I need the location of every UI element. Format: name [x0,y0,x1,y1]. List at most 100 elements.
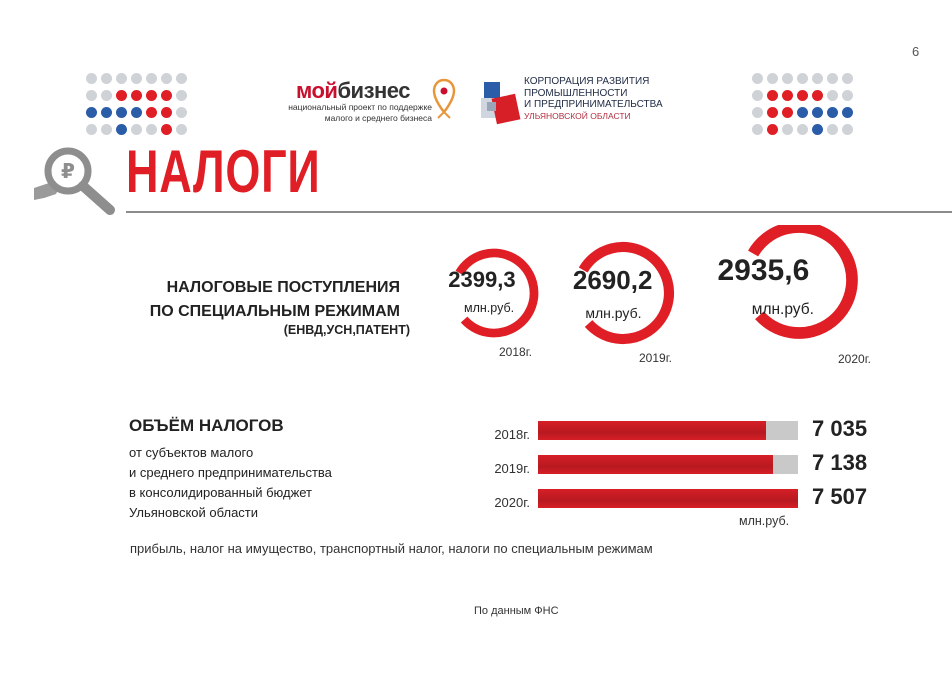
decor-dot [782,90,793,101]
tax-types-note: прибыль, налог на имущество, транспортны… [130,541,653,556]
decor-dot [797,107,808,118]
decor-dot [842,107,853,118]
decor-dot [161,73,172,84]
decor-dot [101,90,112,101]
decor-dot [161,124,172,135]
bar-track [538,489,798,508]
data-source: По данным ФНС [474,605,559,617]
page-title: НАЛОГИ [126,138,321,205]
bar-value-label: 7 035 [812,416,868,441]
decor-dot [752,73,763,84]
decor-dot [146,90,157,101]
decor-dot [176,124,187,135]
location-pin-icon [432,78,456,119]
special-regimes-subheading: (ЕНВД,УСН,ПАТЕНТ) [283,323,410,337]
svg-text:₽: ₽ [61,159,75,183]
special-regimes-line2: ПО СПЕЦИАЛЬНЫМ РЕЖИМАМ [149,303,400,320]
ring-unit-label: млн.руб. [464,300,515,315]
ring-value-label: 2399,3 [448,267,516,292]
bar-chart-unit: млн.руб. [739,514,790,528]
decor-dot [827,90,838,101]
decor-dot [116,124,127,135]
decor-dot [101,107,112,118]
decor-dot [812,107,823,118]
decor-dot [146,73,157,84]
bar-year-label: 2019г. [494,461,530,476]
moy-biznes-tagline: национальный проект по поддержке малого … [282,102,432,124]
bar-value-label: 7 507 [812,484,868,509]
decor-dot [767,90,778,101]
bar-track [538,455,798,474]
decor-dot [752,124,763,135]
decor-dot [827,73,838,84]
decor-dot [131,90,142,101]
corp-line1: КОРПОРАЦИЯ РАЗВИТИЯ [524,76,650,87]
corp-line2: ПРОМЫШЛЕННОСТИ [524,87,628,99]
biznes-part: бизнес [337,78,410,103]
tax-volume-line3: в консолидированный бюджет [129,485,313,500]
decor-dot [86,73,97,84]
decor-dot [131,107,142,118]
decor-dot [797,73,808,84]
decor-dot [161,90,172,101]
bar-value-label: 7 138 [812,450,868,475]
decor-dot [767,124,778,135]
tagline-line1: национальный проект по поддержке [288,102,432,112]
tax-volume-line4: Ульяновской области [129,505,259,520]
dot-pattern-right [752,73,872,135]
decor-dot [782,107,793,118]
tax-volume-description: от субъектов малого и среднего предприни… [129,443,389,523]
corporation-name: КОРПОРАЦИЯ РАЗВИТИЯ ПРОМЫШЛЕННОСТИ И ПРЕ… [524,76,663,122]
moy-part: мой [296,78,338,103]
decor-dot [101,73,112,84]
decor-dot [812,90,823,101]
ring-0 [449,248,539,338]
bar [538,421,766,440]
decor-dot [146,107,157,118]
decor-dot [842,73,853,84]
ring-value-label: 2935,6 [717,254,810,287]
tax-volume-line1: от субъектов малого [129,445,254,460]
corporation-logo: КОРПОРАЦИЯ РАЗВИТИЯ ПРОМЫШЛЕННОСТИ И ПРЕ… [478,76,688,128]
decor-dot [176,90,187,101]
tax-volume-line2: и среднего предпринимательства [129,465,332,480]
decor-dot [782,124,793,135]
decor-dot [827,107,838,118]
ring-value-label: 2690,2 [572,265,653,295]
tax-volume-heading: ОБЪЁМ НАЛОГОВ [129,416,284,435]
special-regimes-heading: НАЛОГОВЫЕ ПОСТУПЛЕНИЯ ПО СПЕЦИАЛЬНЫМ РЕЖ… [120,276,400,324]
decor-dot [176,107,187,118]
decor-dot [752,107,763,118]
ring-1 [571,241,675,345]
decor-dot [131,73,142,84]
ring-year-label: 2020г. [838,352,871,366]
decor-dot [131,124,142,135]
decor-dot [812,124,823,135]
bar [538,455,773,474]
corp-line3: И ПРЕДПРИНИМАТЕЛЬСТВА [524,99,663,110]
bar-year-label: 2018г. [494,427,530,442]
decor-dot [86,90,97,101]
ring-unit-label: млн.руб. [585,305,642,321]
bar [538,489,798,508]
bar-year-label: 2020г. [494,495,530,510]
ring-year-label: 2018г. [499,345,532,359]
decor-dot [86,124,97,135]
bar-track [538,421,798,440]
decor-dot [812,73,823,84]
decor-dot [116,90,127,101]
ring-chart [449,225,858,345]
decor-dot [797,124,808,135]
moy-biznes-logo: мойбизнес национальный проект по поддерж… [282,78,472,128]
decor-dot [161,107,172,118]
decor-dot [116,107,127,118]
decor-dot [797,90,808,101]
page-number: 6 [912,44,920,59]
corp-line4: УЛЬЯНОВСКОЙ ОБЛАСТИ [524,110,631,121]
moy-biznes-wordmark: мойбизнес [296,78,410,104]
decor-dot [86,107,97,118]
decor-dot [116,73,127,84]
decor-dot [767,107,778,118]
decor-dot [176,73,187,84]
decor-dot [146,124,157,135]
